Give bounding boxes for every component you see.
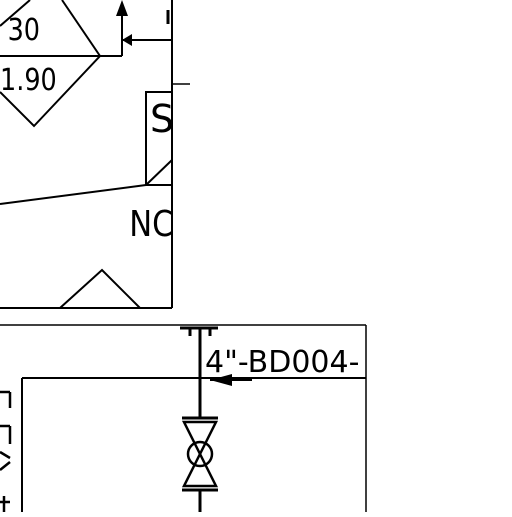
left-arrow-icon <box>122 34 132 46</box>
equipment-box-partial: S <box>145 91 174 186</box>
signal-lines-top <box>100 0 190 85</box>
triangle-symbol <box>59 268 141 309</box>
diamond-top-label: 30 <box>8 12 40 48</box>
sloped-line <box>0 184 147 205</box>
rotated-text-fragment <box>0 390 12 512</box>
instrument-diamond: 30 1.90 <box>0 0 102 128</box>
box-label: S <box>150 97 174 141</box>
diamond-bottom-label: 1.90 <box>0 62 57 98</box>
gate-valve-icon <box>181 416 219 512</box>
up-arrow-icon <box>116 0 128 16</box>
pipe-line <box>21 326 366 512</box>
partial-label-nc: NC <box>129 203 173 245</box>
line-tag-label: 4"-BD004- <box>205 345 359 380</box>
